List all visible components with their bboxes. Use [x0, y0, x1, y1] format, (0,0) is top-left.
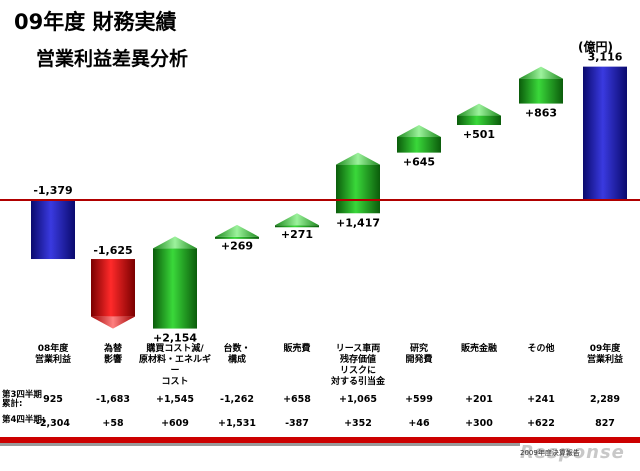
- bar-7: [457, 103, 501, 126]
- table-cell: +609: [161, 418, 189, 429]
- category-label-7: 販売金融: [460, 344, 497, 354]
- source-note: 2009年度決算報告: [520, 449, 580, 457]
- value-label-8: +863: [525, 107, 557, 120]
- table-cell: +352: [344, 418, 372, 429]
- watermark-logo: Response: [520, 442, 625, 463]
- unit-label: (億円): [578, 40, 613, 54]
- bar-5: [336, 152, 380, 214]
- page-subtitle: 営業利益差異分析: [36, 48, 189, 70]
- value-label-4: +271: [281, 228, 313, 241]
- category-label-4: 販売費: [283, 344, 311, 354]
- bar-8: [519, 66, 563, 104]
- category-label-3: 台数・ 構成: [223, 344, 251, 365]
- category-label-2: 購買コスト減/ 原材料・エネルギー コスト: [138, 344, 211, 387]
- table-cell: +1,065: [338, 394, 377, 405]
- bar-4: [275, 213, 319, 228]
- table-row-label: 第3四半期 累計:: [2, 390, 42, 409]
- value-label-2: +2,154: [153, 332, 197, 345]
- value-label-5: +1,417: [336, 216, 380, 229]
- category-label-8: その他: [527, 344, 555, 354]
- table-cell: 2,289: [589, 394, 621, 405]
- table-cell: +622: [527, 418, 555, 429]
- table-cell: +241: [527, 394, 555, 405]
- table-cell: +46: [408, 418, 430, 429]
- bar-6: [397, 125, 441, 153]
- bottom-grey-band: [0, 443, 520, 446]
- table-cell: +1,531: [217, 418, 256, 429]
- table-cell: +201: [465, 394, 493, 405]
- table-cell: +300: [465, 418, 493, 429]
- table-cell: -1,683: [96, 394, 130, 405]
- category-label-6: 研究 開発費: [405, 344, 433, 365]
- bar-2: [153, 236, 197, 329]
- page-title: 09年度 財務実績: [14, 10, 177, 34]
- table-cell: +658: [283, 394, 311, 405]
- bar-0: [31, 200, 75, 260]
- category-label-5: リース車両 残存価値 リスクに 対する引当金: [330, 344, 385, 387]
- bottom-red-band: [0, 437, 640, 443]
- value-label-3: +269: [221, 239, 253, 252]
- table-cell: +1,545: [155, 394, 194, 405]
- table-cell: 925: [43, 394, 63, 405]
- value-label-6: +645: [403, 156, 435, 169]
- value-label-1: -1,625: [93, 244, 132, 257]
- table-cell: +58: [102, 418, 124, 429]
- table-row-label: 第4四半期:: [2, 415, 46, 425]
- category-label-9: 09年度 営業利益: [586, 344, 623, 365]
- table-cell: -387: [285, 418, 309, 429]
- value-label-9: 3,116: [588, 51, 623, 64]
- table-cell: 827: [595, 418, 615, 429]
- bar-1: [91, 259, 135, 329]
- table-cell: -1,262: [220, 394, 254, 405]
- bar-9: [583, 66, 627, 201]
- category-label-1: 為替 影響: [103, 344, 122, 365]
- table-cell: +599: [405, 394, 433, 405]
- table-cell: -2,304: [36, 418, 70, 429]
- value-label-7: +501: [463, 128, 495, 141]
- category-label-0: 08年度 営業利益: [34, 344, 71, 365]
- bar-3: [215, 224, 259, 239]
- value-label-0: -1,379: [33, 184, 72, 197]
